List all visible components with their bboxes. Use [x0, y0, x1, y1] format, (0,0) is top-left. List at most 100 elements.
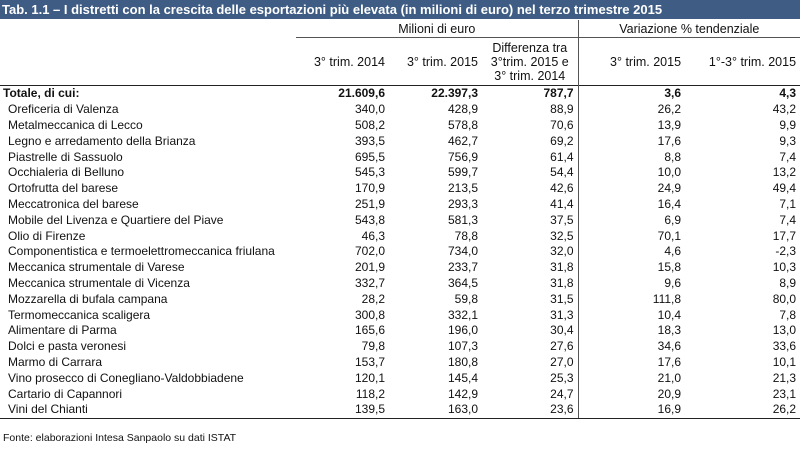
cell-var-ytd: 13,0 [772, 323, 797, 338]
exports-table: Milioni di euro Variazione % tendenziale… [0, 20, 800, 419]
cell-2014: 332,7 [354, 275, 385, 290]
cell-2014: 28,2 [361, 291, 385, 306]
cell-diff: 31,3 [550, 307, 574, 322]
table-row: Olio di Firenze 46,3 78,8 32,5 70,1 17,7 [0, 228, 800, 244]
row-name: Metalmeccanica di Lecco [8, 117, 143, 132]
row-name: Mobile del Livenza e Quartiere del Piave [8, 212, 224, 227]
cell-var-q3: 18,3 [577, 322, 686, 339]
cell-var-ytd: 9,9 [779, 117, 797, 132]
cell-2015: 196,0 [447, 323, 478, 338]
cell-diff: 23,6 [482, 401, 579, 419]
cell-var-q3: 10,4 [577, 307, 686, 323]
cell-diff: 25,3 [550, 370, 574, 385]
cell-var-q3: 111,8 [577, 291, 686, 308]
cell-diff: 24,7 [550, 386, 574, 401]
table-row-total: Totale, di cui: 21.609,6 22.397,3 787,7 3,6 4… [0, 85, 800, 102]
cell-2015: 756,9 [447, 149, 478, 164]
header-sub-row: 3° trim. 2014 3° trim. 2015 Differenza t… [0, 37, 800, 86]
table-row: Metalmeccanica di Lecco 508,2 578,8 70,6 13,… [0, 117, 800, 134]
cell-var-q3: 8,8 [577, 149, 686, 165]
cell-diff: 31,8 [550, 260, 574, 275]
row-name: Dolci e pasta veronesi [8, 339, 127, 354]
cell-2015: 145,4 [447, 370, 478, 385]
header-group-variation: Variazione % tendenziale [577, 20, 800, 38]
cell-var-q3: 6,9 [577, 212, 686, 229]
cell-2014: 393,5 [354, 133, 385, 148]
table-row: Occhialeria di Belluno 545,3 599,7 54,4 10,0… [0, 164, 800, 181]
cell-2014: 300,8 [354, 307, 385, 322]
cell-2014: 118,2 [355, 386, 385, 401]
table-row: Legno e arredamento della Brianza 393,5 46… [0, 133, 800, 150]
cell-2014: 251,9 [354, 196, 385, 211]
row-name: Olio di Firenze [8, 228, 86, 243]
row-name: Alimentare di Parma [8, 323, 117, 338]
cell-2014: 79,8 [361, 339, 385, 354]
cell-2014: 702,0 [354, 244, 385, 259]
cell-var-ytd: 13,2 [772, 165, 797, 180]
cell-var-ytd: 9,3 [779, 133, 797, 148]
cell-2014: 340,0 [354, 102, 385, 117]
row-name: Vini del Chianti [0, 401, 296, 419]
row-name: Totale, di cui: [3, 86, 80, 101]
cell-diff: 54,4 [550, 165, 574, 180]
header-col-diff-line3: 3° trim. 2014 [494, 68, 566, 83]
cell-var-q3: 3,6 [577, 85, 686, 102]
cell-2014: 120,1 [354, 370, 385, 385]
cell-var-q3: 13,9 [577, 117, 686, 134]
cell-var-ytd: 7,1 [779, 196, 797, 211]
table-row: Meccatronica del barese 251,9 293,3 41,4 16,… [0, 196, 800, 213]
row-name: Meccanica strumentale di Vicenza [8, 275, 190, 290]
table-row: Vini del Chianti 139,5 163,0 23,6 16,9 26,2 [0, 401, 800, 419]
cell-var-ytd: 8,9 [779, 275, 797, 290]
cell-diff: 27,0 [550, 354, 574, 369]
header-col-2015: 3° trim. 2015 [406, 54, 478, 69]
table-row: Vino prosecco di Conegliano-Valdobbiaden… [0, 370, 800, 387]
cell-var-q3: 20,9 [577, 386, 686, 402]
cell-diff: 27,6 [550, 339, 574, 354]
cell-var-q3: 4,6 [577, 243, 686, 260]
cell-2015: 364,5 [447, 275, 478, 290]
cell-var-ytd: 4,3 [779, 86, 797, 101]
cell-diff: 37,5 [550, 212, 574, 227]
table-row: Meccanica strumentale di Varese 201,9 233,… [0, 259, 800, 276]
table-row: Dolci e pasta veronesi 79,8 107,3 27,6 34,6 3… [0, 338, 800, 355]
header-col-diff: Differenza tra 3°trim. 2015 e 3° trim. 2… [482, 38, 578, 86]
row-name: Mozzarella di bufala campana [8, 291, 168, 306]
row-name: Vino prosecco di Conegliano-Valdobbiaden… [8, 370, 244, 385]
header-col-diff-line1: Differenza tra [492, 40, 568, 55]
cell-2014: 201,9 [354, 260, 385, 275]
cell-2015: 142,9 [447, 386, 478, 401]
cell-2015: 213,5 [447, 181, 478, 196]
row-name: Occhialeria di Belluno [8, 165, 125, 180]
source-note: Fonte: elaborazioni Intesa Sanpaolo su d… [3, 432, 237, 444]
row-name: Meccanica strumentale di Varese [8, 260, 185, 275]
cell-var-q3: 34,6 [577, 338, 686, 355]
cell-2014: 508,2 [354, 117, 385, 132]
row-name: Marmo di Carrara [8, 354, 103, 369]
cell-2014: 543,8 [354, 212, 385, 227]
cell-2015: 59,8 [454, 291, 478, 306]
cell-2014: 545,3 [354, 165, 385, 180]
cell-diff: 41,4 [550, 196, 574, 211]
cell-var-q3: 21,0 [577, 370, 686, 387]
cell-var-q3: 16,4 [577, 196, 686, 213]
cell-diff: 61,4 [550, 149, 574, 164]
cell-diff: 69,2 [550, 133, 574, 148]
header-col-var-ytd: 1°-3° trim. 2015 [708, 54, 797, 69]
cell-var-q3: 16,9 [577, 401, 686, 419]
cell-var-q3: 10,0 [577, 164, 686, 181]
cell-2015: 332,1 [447, 307, 478, 322]
cell-var-ytd: 80,0 [772, 291, 797, 306]
cell-2015: 78,8 [454, 228, 478, 243]
cell-2015: 293,3 [447, 196, 478, 211]
cell-2014: 695,5 [354, 149, 385, 164]
table-row: Alimentare di Parma 165,6 196,0 30,4 18,3 13,… [0, 322, 800, 339]
row-name: Ortofrutta del barese [8, 181, 119, 196]
cell-var-ytd: 7,4 [779, 212, 797, 227]
cell-var-ytd: 49,4 [772, 181, 797, 196]
cell-2014: 139,5 [296, 401, 389, 419]
table-row: Mobile del Livenza e Quartiere del Piave… [0, 212, 800, 229]
cell-var-ytd: 43,2 [772, 102, 797, 117]
cell-2015: 578,8 [447, 117, 478, 132]
header-group-millions: Milioni di euro [296, 20, 579, 38]
